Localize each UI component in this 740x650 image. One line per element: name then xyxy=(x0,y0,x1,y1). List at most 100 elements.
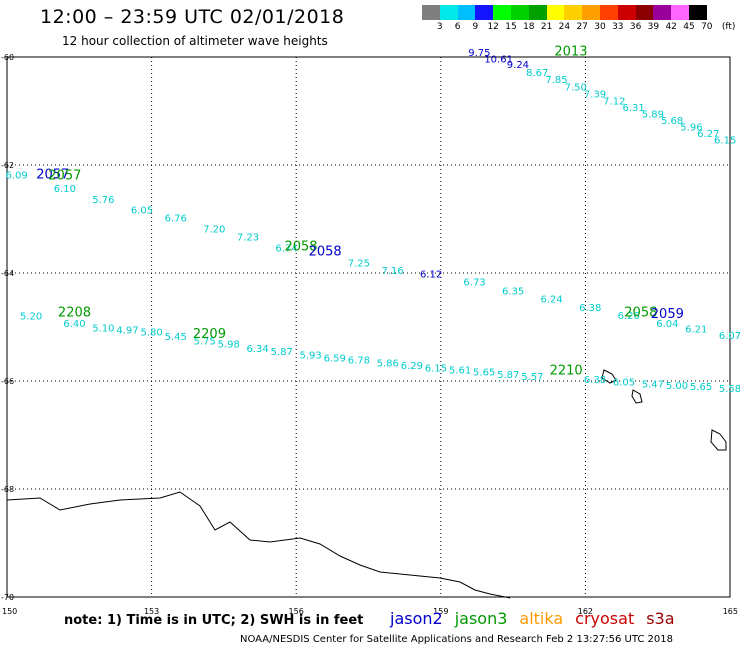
coastline xyxy=(6,369,727,599)
footer-note: note: 1) Time is in UTC; 2) SWH is in fe… xyxy=(64,613,364,628)
wave-height-value: 6.34 xyxy=(247,344,269,355)
colorbar-swatch xyxy=(688,5,707,20)
satellite-legend-jason3: jason3 xyxy=(454,609,508,628)
colorbar-swatch xyxy=(528,5,547,20)
colorbar-label: 9 xyxy=(472,22,479,32)
colorbar-label: 27 xyxy=(576,22,588,32)
wave-height-value: 6.40 xyxy=(63,319,85,330)
lon-tick-label: 162 xyxy=(578,607,593,616)
wave-height-value: 6.07 xyxy=(719,331,740,342)
satellite-legend-cryosat: cryosat xyxy=(575,609,635,628)
colorbar-label: 42 xyxy=(665,22,677,32)
wave-height-value: 6.21 xyxy=(685,324,707,335)
colorbar-label: 33 xyxy=(612,22,624,32)
colorbar-swatch xyxy=(635,5,654,20)
wave-height-value: 6.12 xyxy=(420,269,442,280)
wave-height-value: 6.15 xyxy=(425,363,447,374)
lat-tick-label: -64 xyxy=(1,269,14,278)
wave-height-value: 6.31 xyxy=(622,103,644,114)
lon-tick-label: 150 xyxy=(2,607,17,616)
pass-number-label: 2013 xyxy=(554,44,587,59)
wave-height-value: 7.20 xyxy=(203,225,225,236)
colorbar-swatch xyxy=(599,5,618,20)
wave-height-value: 5.65 xyxy=(473,368,495,379)
wave-height-value: 5.76 xyxy=(92,195,114,206)
map-subtitle: 12 hour collection of altimeter wave hei… xyxy=(62,34,328,48)
lon-tick-label: 153 xyxy=(144,607,159,616)
wave-height-value: 9.24 xyxy=(507,60,529,71)
wave-height-value: 7.85 xyxy=(545,75,567,86)
colorbar-label: 39 xyxy=(647,22,660,32)
pass-number-label: 2057 xyxy=(36,168,69,183)
colorbar-swatch xyxy=(510,5,529,20)
wave-height-value: 6.78 xyxy=(348,356,370,367)
colorbar-swatch xyxy=(617,5,636,20)
lat-tick-label: -66 xyxy=(1,377,14,386)
wave-height-value: 7.39 xyxy=(584,90,606,101)
wave-height-value: 6.27 xyxy=(697,129,719,140)
island-3 xyxy=(710,429,727,451)
wave-height-value: 5.93 xyxy=(300,350,322,361)
island-2 xyxy=(631,389,643,404)
wave-height-value: 6.35 xyxy=(502,287,524,298)
wave-height-value: 6.05 xyxy=(131,206,153,217)
wave-height-value: 5.87 xyxy=(497,370,519,381)
map-frame xyxy=(6,56,731,598)
wave-height-value: 6.73 xyxy=(463,277,485,288)
colorbar-swatch xyxy=(475,5,494,20)
colorbar-label: 45 xyxy=(683,22,695,32)
pass-number-label: 2058 xyxy=(309,245,342,260)
wave-height-value: 5.58 xyxy=(719,384,740,395)
wave-height-value: 6.04 xyxy=(656,319,678,330)
wave-height-value: 5.87 xyxy=(271,347,293,358)
colorbar-swatch xyxy=(493,5,511,20)
colorbar-swatch xyxy=(422,5,440,20)
wave-height-value: 5.89 xyxy=(642,109,664,120)
colorbar-label: 18 xyxy=(523,22,535,32)
wave-height-value: 5.65 xyxy=(690,382,712,393)
colorbar-label: 21 xyxy=(540,22,553,32)
wave-height-value: 6.76 xyxy=(165,214,187,225)
wave-height-value: 5.00 xyxy=(666,381,688,392)
wave-height-value: 7.12 xyxy=(603,97,625,108)
colorbar-swatch xyxy=(564,5,583,20)
colorbar-label: 70 xyxy=(701,22,713,32)
wave-height-value: 6.05 xyxy=(613,377,635,388)
wave-height-value: 5.61 xyxy=(449,365,471,376)
lat-tick-label: -60 xyxy=(1,53,14,62)
wave-height-value: 6.10 xyxy=(54,184,76,195)
colorbar-swatch xyxy=(457,5,476,20)
wave-height-value: 6.38 xyxy=(584,375,606,386)
colorbar-label: (ft) xyxy=(721,22,736,32)
map-title: 12:00 – 23:59 UTC 02/01/2018 xyxy=(40,6,345,28)
colorbar-label: 24 xyxy=(558,22,571,32)
colorbar-swatch xyxy=(582,5,600,20)
colorbar-swatch xyxy=(439,5,458,20)
pass-number-label: 2058 xyxy=(284,239,317,254)
wave-height-value: 5.75 xyxy=(193,336,215,347)
colorbar-label: 15 xyxy=(505,22,517,32)
wave-height-value: 6.26 xyxy=(618,311,640,322)
antarctic-coastline xyxy=(6,491,511,599)
lat-tick-label: -62 xyxy=(1,161,14,170)
wave-height-value: 4.97 xyxy=(116,325,138,336)
wave-height-value: 5.45 xyxy=(165,332,187,343)
lat-tick-label: -68 xyxy=(1,485,14,494)
wave-height-value: 9.75 xyxy=(468,48,490,59)
wave-height-value: 5.80 xyxy=(140,328,162,339)
lon-tick-label: 159 xyxy=(433,607,448,616)
wave-height-value: 5.68 xyxy=(661,116,683,127)
pass-number-label: 2057 xyxy=(48,169,81,184)
colorbar-swatch xyxy=(546,5,565,20)
colorbar-label: 12 xyxy=(487,22,499,32)
wave-height-value: 5.47 xyxy=(642,379,664,390)
lat-tick-label: -70 xyxy=(1,593,14,602)
wave-height-value: 5.20 xyxy=(20,311,42,322)
colorbar-swatch xyxy=(671,5,689,20)
footer-credit: NOAA/NESDIS Center for Satellite Applica… xyxy=(240,634,673,645)
satellite-legend-jason2: jason2 xyxy=(390,609,443,628)
wave-height-value: 6.15 xyxy=(714,135,736,146)
wave-height-value: 5.86 xyxy=(377,358,399,369)
colorbar-label: 6 xyxy=(454,22,461,32)
